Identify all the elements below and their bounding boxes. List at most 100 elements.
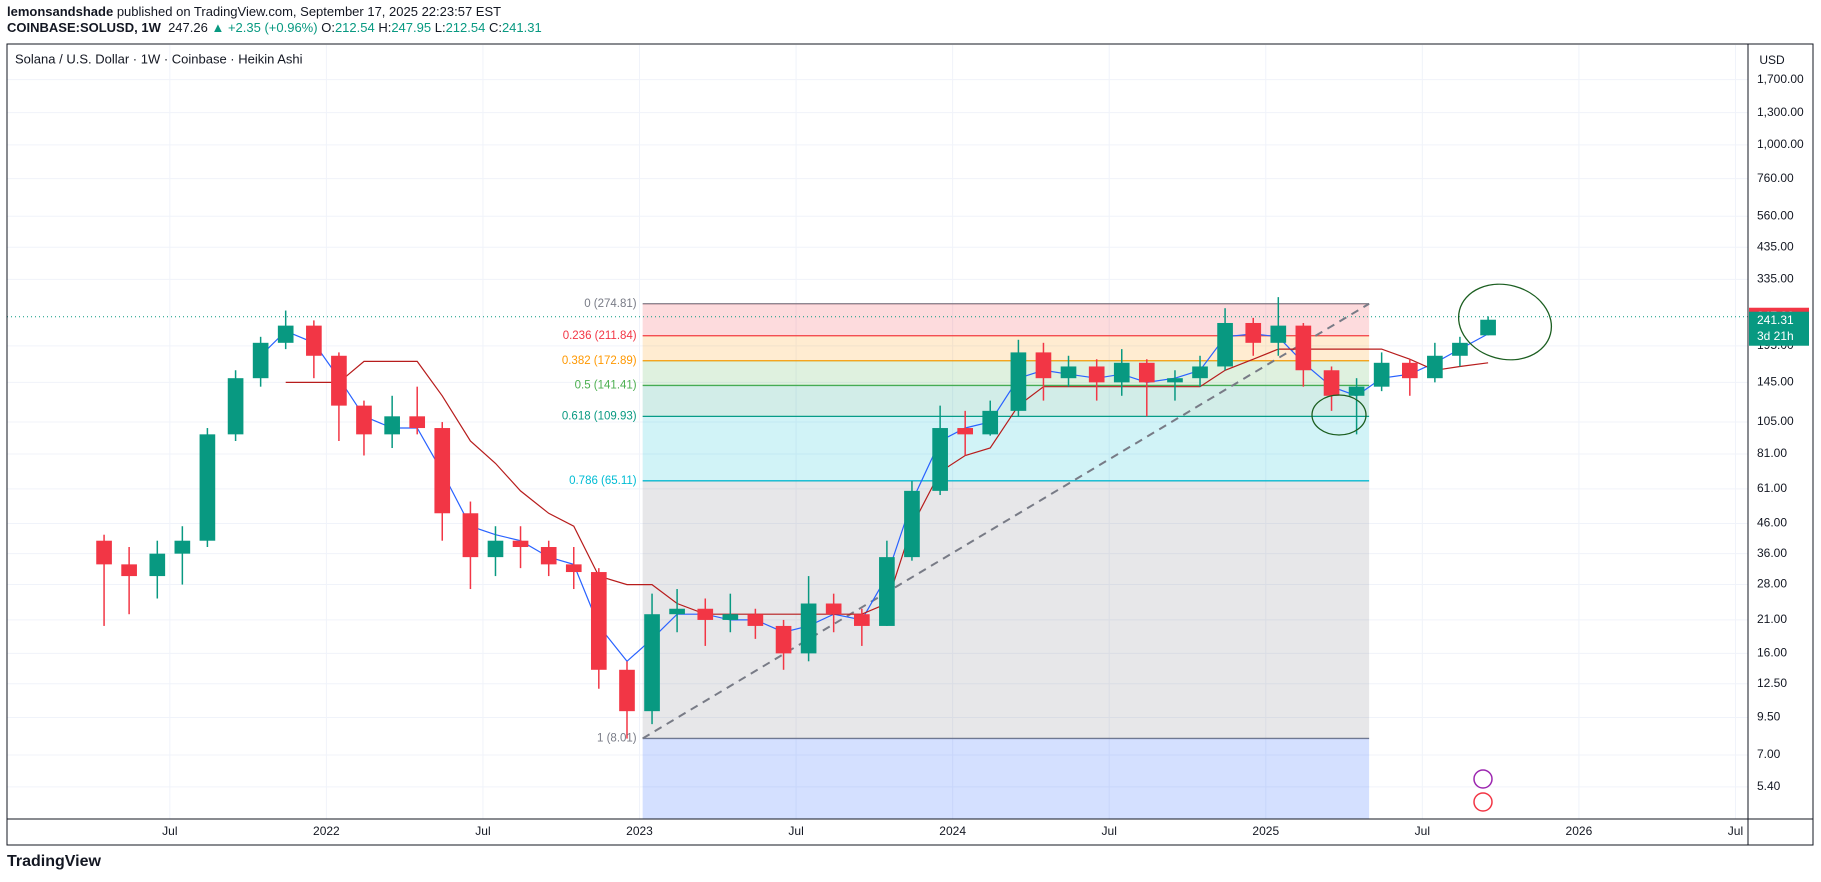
- price: 247.26: [168, 20, 208, 35]
- fib-label: 0.382 (172.89): [562, 355, 637, 367]
- candle-body: [199, 434, 216, 541]
- y-tick-label: 28.00: [1757, 577, 1787, 591]
- candle-body: [384, 416, 400, 435]
- x-tick-label: 2026: [1566, 824, 1593, 838]
- fib-label: 0.618 (109.93): [562, 410, 637, 422]
- candle-body: [1245, 322, 1262, 343]
- ohlc-label: H:: [378, 20, 392, 35]
- y-tick-label: 1,700.00: [1757, 72, 1804, 86]
- grid: [7, 45, 1748, 819]
- candle-body: [854, 614, 870, 626]
- y-tick-label: 145.00: [1757, 375, 1794, 389]
- candle-body: [1427, 355, 1443, 379]
- y-tick-label: 335.00: [1757, 272, 1794, 286]
- y-tick-label: 21.00: [1757, 612, 1787, 626]
- candle-body: [590, 572, 607, 670]
- y-tick-label: 1,000.00: [1757, 137, 1804, 151]
- y-tick-label: 46.00: [1757, 516, 1787, 530]
- y-tick-label: 1,300.00: [1757, 105, 1804, 119]
- candle-body: [825, 603, 842, 615]
- candle-body: [957, 428, 974, 435]
- candle-body: [879, 557, 895, 626]
- x-tick-label: Jul: [1728, 824, 1743, 838]
- candle-body: [277, 325, 294, 343]
- candle-body: [1088, 366, 1105, 383]
- y-tick-label: 105.00: [1757, 414, 1794, 428]
- ohlc-value: 212.54: [334, 20, 375, 35]
- trend-line: [642, 302, 1370, 740]
- candle-body: [512, 540, 529, 548]
- chart-title: Solana / U.S. Dollar · 1W · Coinbase · H…: [15, 51, 303, 66]
- candle-body: [1373, 362, 1390, 387]
- x-tick-label: 2025: [1252, 824, 1279, 838]
- candle-body: [619, 669, 635, 712]
- candle-body: [434, 428, 451, 514]
- candle-body: [331, 355, 347, 406]
- ohlc-value: 212.54: [445, 20, 486, 35]
- candle-body: [306, 325, 322, 356]
- candle-body: [932, 428, 948, 491]
- published: published on TradingView.com, September …: [116, 4, 502, 19]
- close-price-label: 241.31: [1757, 313, 1794, 327]
- fib-zone: [642, 360, 1370, 386]
- annotation-ellipse: [1457, 283, 1553, 361]
- ohlc-value: 247.95: [391, 20, 432, 35]
- candle-body: [775, 625, 792, 654]
- y-tick-label: 435.00: [1757, 239, 1794, 253]
- x-tick-label: Jul: [1102, 824, 1117, 838]
- x-tick-label: 2022: [313, 824, 340, 838]
- candle-body: [409, 416, 426, 429]
- candle-body: [96, 540, 112, 565]
- header: lemonsandshade published on TradingView.…: [7, 4, 542, 36]
- y-tick-label: 560.00: [1757, 208, 1794, 222]
- candle-body: [1401, 362, 1418, 379]
- candle-body: [1348, 386, 1365, 396]
- candle-body: [462, 513, 479, 558]
- event-icon[interactable]: [1473, 769, 1493, 789]
- event-icon[interactable]: [1473, 792, 1493, 812]
- x-tick-label: 2023: [626, 824, 653, 838]
- candle-body: [227, 378, 244, 435]
- candle-body: [1295, 325, 1312, 371]
- ohlc-label: L:: [434, 20, 446, 35]
- fib-label: 0.786 (65.11): [569, 475, 637, 487]
- candle-body: [487, 540, 504, 558]
- y-tick-label: 9.50: [1757, 710, 1781, 724]
- candle-body: [1010, 352, 1027, 411]
- plot-area: [7, 297, 1748, 819]
- candle-body: [1113, 362, 1130, 383]
- candle-body: [747, 614, 764, 626]
- candle-body: [1138, 362, 1155, 383]
- countdown-label: 3d 21h: [1757, 329, 1794, 343]
- ohlc-label: C:: [488, 20, 502, 35]
- x-tick-label: 2024: [939, 824, 966, 838]
- candle-body: [252, 342, 269, 379]
- candle-body: [1035, 352, 1052, 379]
- y-tick-label: 61.00: [1757, 481, 1787, 495]
- fib-label: 0.236 (211.84): [563, 330, 637, 342]
- ohlc-value: 241.31: [501, 20, 542, 35]
- x-tick-label: Jul: [788, 824, 803, 838]
- candle-body: [1060, 366, 1077, 379]
- candle-body: [982, 410, 999, 435]
- fib-label: 0 (274.81): [584, 298, 637, 310]
- y-tick-label: 12.50: [1757, 676, 1787, 690]
- x-tick-label: Jul: [162, 824, 177, 838]
- close-price-box: [1749, 311, 1809, 346]
- ohlc-label: O:: [321, 20, 335, 35]
- candle-body: [904, 490, 920, 558]
- candle-body: [644, 614, 660, 712]
- candle-body: [149, 553, 166, 577]
- x-tick-label: Jul: [475, 824, 490, 838]
- x-tick-label: Jul: [1415, 824, 1430, 838]
- candle-body: [565, 564, 582, 573]
- candle-body: [669, 608, 685, 615]
- fib-zone: [642, 416, 1370, 481]
- candle-body: [121, 564, 137, 577]
- candle-body: [540, 547, 557, 565]
- fib-label: 0.5 (141.41): [575, 379, 637, 391]
- candle-body: [1167, 378, 1183, 383]
- y-tick-label: 7.00: [1757, 747, 1781, 761]
